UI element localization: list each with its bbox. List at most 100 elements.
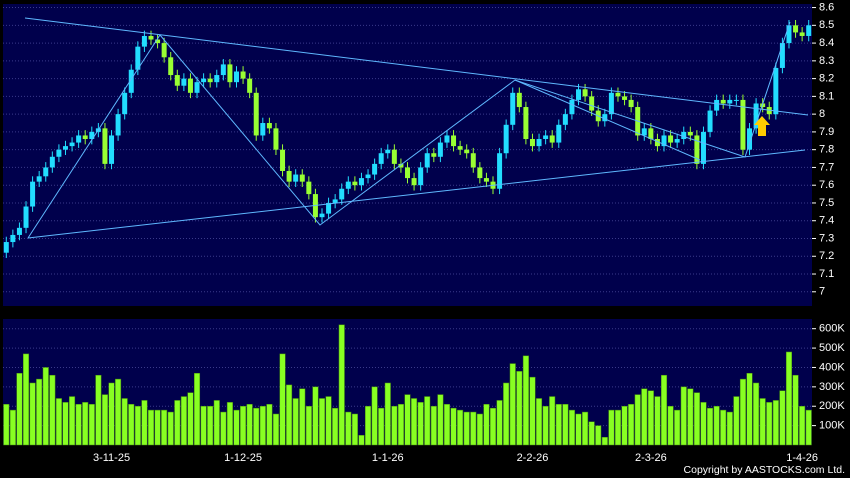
volume-bar — [253, 407, 260, 446]
volume-bar — [568, 409, 575, 446]
candle-body — [378, 153, 384, 164]
x-tick-label: 3-11-25 — [93, 452, 130, 464]
candle-body — [556, 124, 562, 143]
wave-line — [27, 21, 791, 239]
volume-bar — [62, 402, 69, 446]
candle-body — [681, 131, 687, 140]
volume-bar — [660, 374, 668, 446]
volume-bar — [424, 396, 431, 446]
volume-bar — [338, 324, 345, 446]
volume-bar — [161, 409, 168, 446]
candle-body — [700, 131, 706, 164]
candle-body — [174, 75, 180, 86]
volume-bar — [476, 413, 483, 446]
volume-bar — [141, 400, 148, 446]
volume-bar — [272, 413, 279, 446]
candle-body — [148, 35, 154, 40]
candle-body — [326, 202, 332, 214]
y-tick-label: 200K — [819, 400, 845, 412]
candle-body — [56, 149, 62, 157]
volume-bar — [378, 407, 385, 446]
volume-bar — [805, 409, 812, 446]
volume-bar — [601, 436, 608, 446]
volume-bar — [95, 374, 102, 446]
y-tick-label: 8 — [819, 108, 825, 120]
candle-body — [319, 213, 325, 218]
candle-body — [779, 43, 785, 68]
volume-bar — [365, 405, 372, 446]
volume-bar — [733, 396, 740, 446]
volume-bar — [654, 396, 661, 446]
volume-bar — [286, 384, 293, 446]
candle-body — [747, 128, 753, 150]
candle-body — [648, 128, 654, 140]
candle-body — [391, 149, 397, 164]
candle-body — [654, 139, 660, 147]
candle-body — [602, 114, 608, 122]
volume-bar — [680, 386, 687, 446]
candle-body — [49, 156, 55, 168]
volume-bar — [55, 398, 62, 446]
volume-bar — [3, 404, 10, 446]
volume-bar — [522, 355, 529, 446]
volume-bar — [536, 398, 543, 446]
candle-body — [576, 89, 582, 100]
volume-bar — [489, 407, 497, 446]
volume-bar — [608, 409, 615, 446]
candle-body — [549, 135, 555, 143]
candle-body — [332, 199, 338, 203]
volume-bar — [759, 398, 766, 446]
candle-body — [299, 174, 305, 182]
x-tick-label: 1-12-25 — [224, 452, 262, 464]
candle-body — [62, 146, 68, 150]
candle-body — [253, 92, 259, 136]
candle-body — [286, 170, 292, 182]
candle-body — [641, 128, 647, 136]
trend-lines — [24, 17, 809, 239]
candle-body — [411, 178, 417, 186]
y-tick-label: 7.7 — [819, 161, 834, 173]
volume-bar — [641, 388, 648, 446]
support-line — [27, 149, 806, 239]
candle-body — [398, 163, 404, 168]
volume-bar — [779, 390, 786, 446]
candle-body — [418, 167, 424, 186]
candle-body — [424, 153, 430, 168]
y-tick-label: 300K — [819, 381, 845, 393]
volume-bar — [108, 382, 115, 446]
volume-bar — [115, 378, 122, 446]
volume-bar — [233, 409, 240, 446]
volume-bar — [753, 382, 760, 446]
volume-bar — [799, 405, 806, 446]
volume-bar — [700, 402, 707, 446]
y-tick-label: 7.4 — [819, 215, 834, 227]
volume-bar — [213, 400, 220, 446]
candle-body — [753, 103, 759, 129]
arrow-marker — [754, 116, 770, 136]
volume-bar — [180, 396, 187, 446]
volume-bar — [739, 378, 746, 446]
candle-body — [464, 149, 470, 154]
volume-bar — [430, 405, 437, 446]
volume-bar — [16, 373, 23, 446]
candle-body — [543, 135, 549, 140]
candle-body — [510, 92, 516, 125]
volume-bar — [667, 405, 674, 446]
candle-body — [727, 99, 733, 104]
volume-bar — [279, 353, 286, 446]
volume-bar — [746, 373, 753, 446]
y-tick-label: 500K — [819, 342, 845, 354]
volume-bar — [49, 374, 56, 446]
candle-body — [503, 124, 509, 154]
volume-bar — [693, 392, 700, 446]
candle-body — [187, 78, 193, 93]
candle-body — [109, 135, 115, 164]
volume-bar — [483, 404, 490, 446]
candle-body — [806, 25, 812, 36]
candle-body — [608, 92, 614, 115]
candle-body — [529, 139, 535, 147]
y-tick-label: 8.5 — [819, 19, 834, 31]
volume-bar — [266, 404, 273, 446]
y-tick-label: 8.6 — [819, 1, 834, 13]
candle-body — [372, 163, 378, 175]
